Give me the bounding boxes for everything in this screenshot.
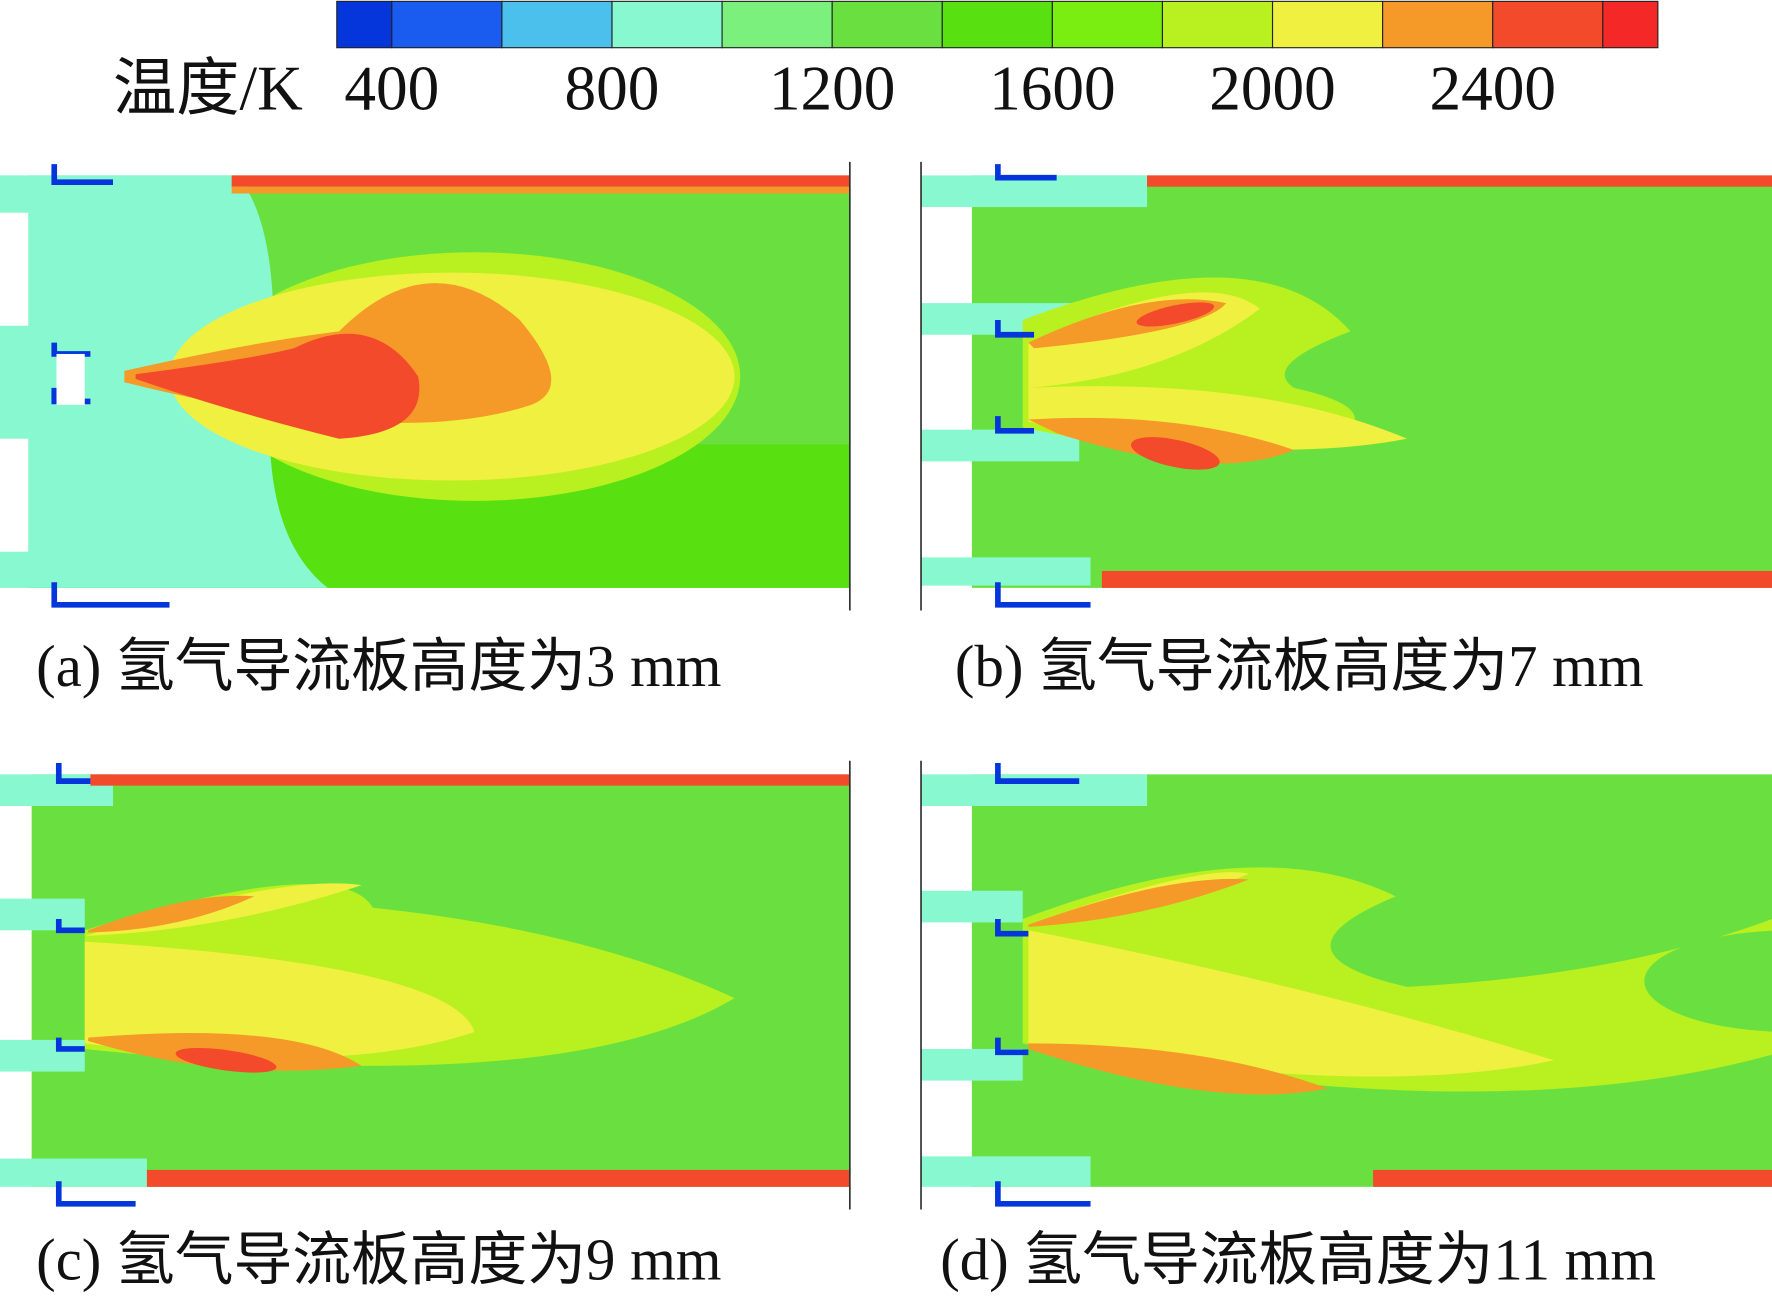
panel-caption: (a) 氢气导流板高度为3 mm	[36, 634, 721, 699]
colorbar-tick-label: 2400	[1429, 54, 1556, 124]
colorbar-segment	[831, 0, 943, 49]
colorbar-tick-label: 2000	[1209, 54, 1336, 124]
panel-caption: (b) 氢气导流板高度为7 mm	[955, 634, 1644, 699]
panel-caption: (c) 氢气导流板高度为9 mm	[36, 1227, 721, 1292]
colorbar-segment	[501, 0, 613, 49]
colorbar-segment	[721, 0, 833, 49]
colorbar-segment	[1051, 0, 1164, 49]
panel-caption: (d) 氢气导流板高度为11 mm	[940, 1227, 1656, 1292]
contour-panel	[0, 161, 851, 611]
colorbar: 400 800 1200 1600 2000 2400	[336, 0, 1659, 124]
colorbar-segment	[1602, 0, 1659, 49]
colorbar-segment	[336, 0, 393, 49]
colorbar-label: 温度/K	[113, 54, 303, 124]
colorbar-tick-label: 1200	[769, 54, 896, 124]
colorbar-segment	[611, 0, 723, 49]
contour-panel	[0, 760, 851, 1210]
colorbar-segment	[391, 0, 503, 49]
colorbar-segment	[1161, 0, 1274, 49]
colorbar-segment	[1492, 0, 1604, 49]
colorbar-tick-label: 1600	[989, 54, 1116, 124]
colorbar-segment	[1382, 0, 1494, 49]
contour-panel	[920, 161, 1772, 611]
colorbar-segment	[941, 0, 1053, 49]
colorbar-segment	[1271, 0, 1384, 49]
colorbar-tick-label: 400	[344, 54, 439, 124]
contour-panel	[920, 760, 1772, 1210]
colorbar-tick-label: 800	[565, 54, 660, 124]
